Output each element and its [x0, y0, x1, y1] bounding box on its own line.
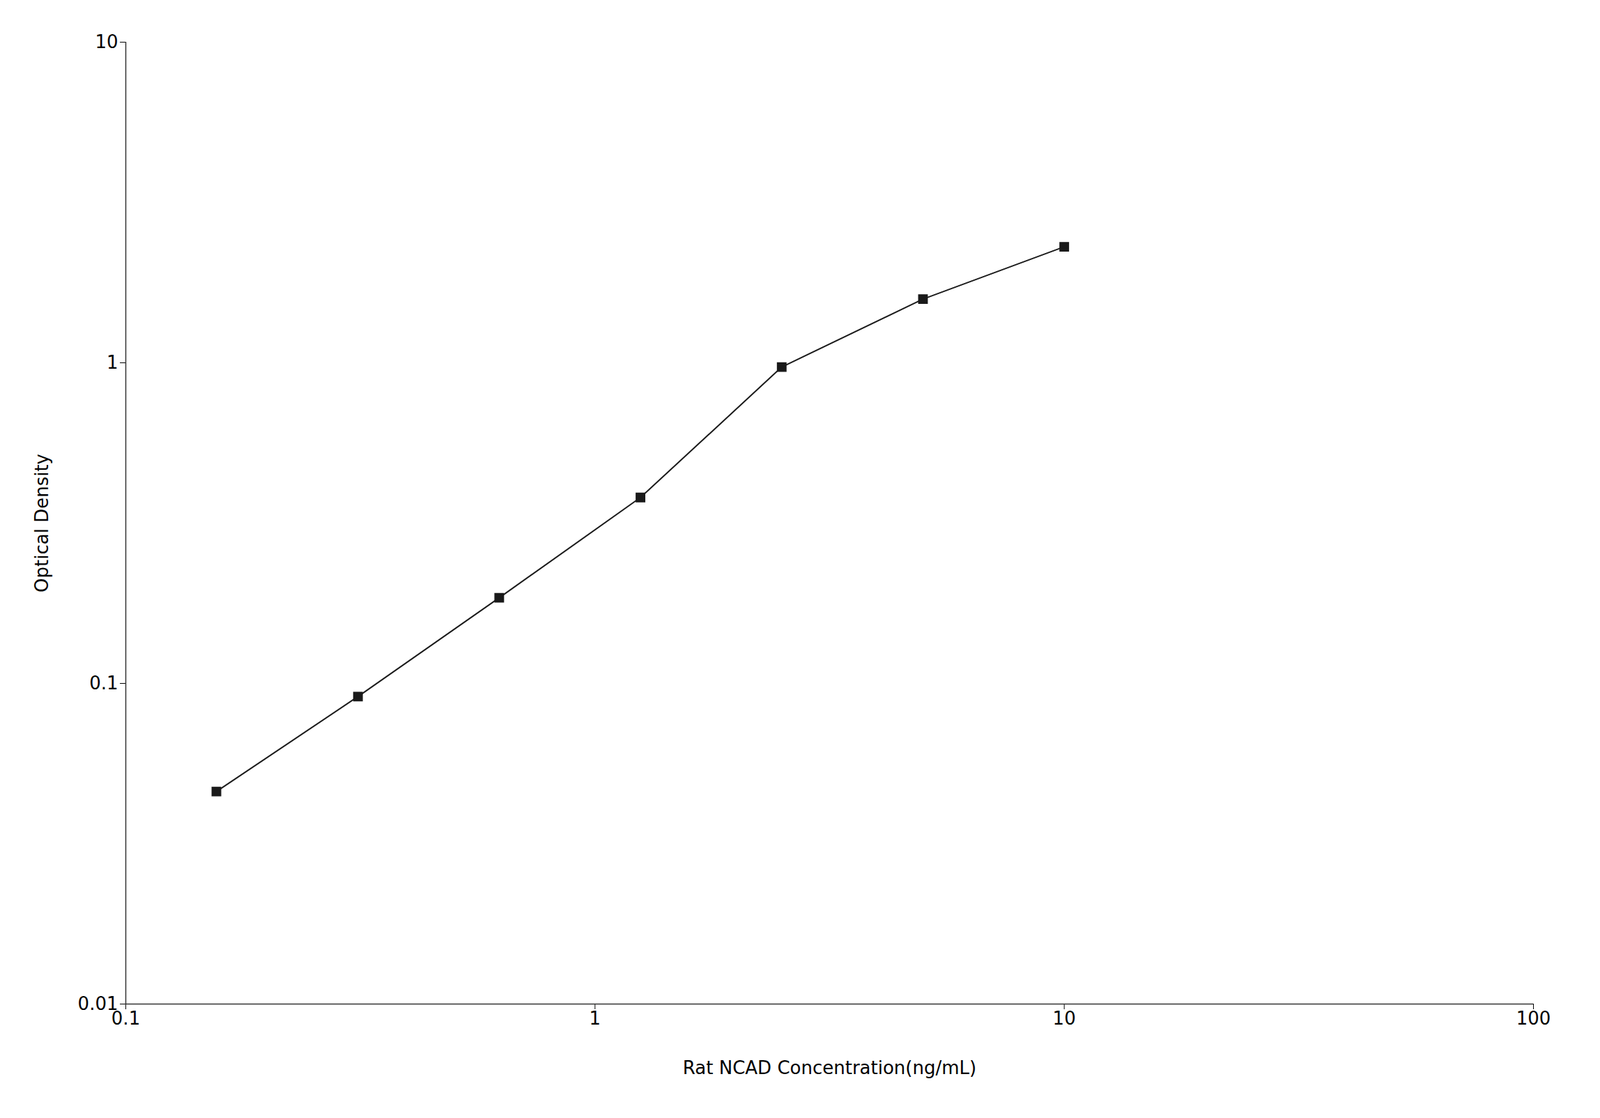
svg-text:Optical Density: Optical Density: [31, 453, 53, 593]
svg-text:10: 10: [94, 31, 118, 53]
svg-text:0.01: 0.01: [77, 992, 119, 1014]
svg-text:Rat NCAD Concentration(ng/mL): Rat NCAD Concentration(ng/mL): [682, 1057, 977, 1079]
svg-text:0.1: 0.1: [89, 672, 118, 694]
svg-text:10: 10: [1052, 1007, 1076, 1029]
svg-text:0.1: 0.1: [111, 1007, 141, 1029]
svg-text:1: 1: [106, 351, 119, 373]
svg-text:1: 1: [589, 1007, 602, 1029]
svg-text:100: 100: [1516, 1007, 1552, 1029]
